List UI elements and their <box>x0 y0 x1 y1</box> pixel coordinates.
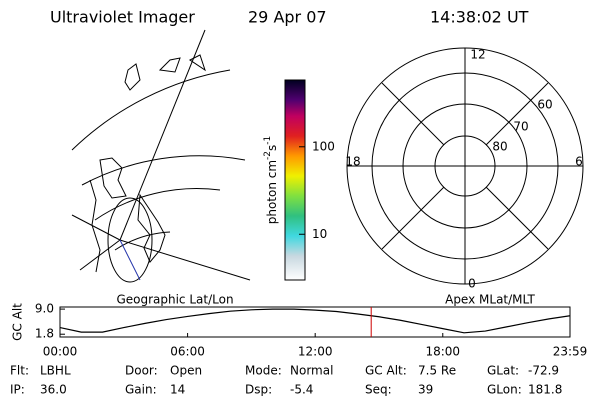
field-label: Dsp: <box>245 383 272 397</box>
colorbar-tick-label: 100 <box>312 139 335 153</box>
x-tick-label: 23:59 <box>553 345 588 359</box>
field-value: 14 <box>170 383 185 397</box>
time: 14:38:02 UT <box>430 8 529 27</box>
altitude-line <box>59 308 571 334</box>
lat-label: 60 <box>537 98 552 112</box>
unit: s <box>265 145 279 151</box>
colorbar <box>284 79 306 281</box>
x-tick-label: 12:00 <box>298 345 333 359</box>
colorbar-label: photon cm-2s-1 <box>263 136 279 225</box>
x-tick-label: 18:00 <box>425 345 460 359</box>
y-tick-label: 1.8 <box>35 327 54 341</box>
mlt-label: 0 <box>468 277 476 291</box>
lat-label: 70 <box>513 120 528 134</box>
field-label: GLat: <box>487 364 519 378</box>
unit-exp: -1 <box>263 136 273 145</box>
field-value: Open <box>170 364 202 378</box>
y-axis-title: GC Alt <box>11 303 25 341</box>
polar-grid <box>346 47 584 285</box>
mlt-label: 12 <box>470 48 485 62</box>
x-tick-label: 06:00 <box>170 345 205 359</box>
unit: photon cm <box>265 160 279 224</box>
geo-map <box>71 29 251 283</box>
mlt-label: 6 <box>575 155 583 169</box>
field-label: Gain: <box>125 383 157 397</box>
field-value: LBHL <box>40 364 71 378</box>
field-label: Door: <box>125 364 158 378</box>
polar-label: Apex MLat/MLT <box>445 293 535 307</box>
title: Ultraviolet Imager <box>50 8 195 27</box>
field-value: 7.5 Re <box>418 364 456 378</box>
colorbar-tick-label: 10 <box>312 227 327 241</box>
field-value: 36.0 <box>40 383 67 397</box>
y-tick-label: 9.0 <box>35 302 54 316</box>
field-value: 39 <box>418 383 433 397</box>
field-value: -72.9 <box>528 364 559 378</box>
field-value: Normal <box>290 364 333 378</box>
field-label: GC Alt: <box>365 364 407 378</box>
geo-label: Geographic Lat/Lon <box>116 293 233 307</box>
field-value: -5.4 <box>290 383 313 397</box>
field-label: Seq: <box>365 383 392 397</box>
field-label: Flt: <box>10 364 29 378</box>
field-label: GLon: <box>487 383 522 397</box>
field-label: IP: <box>10 383 25 397</box>
plot-frame <box>59 306 571 338</box>
field-label: Mode: <box>245 364 282 378</box>
lat-label: 80 <box>492 140 507 154</box>
x-tick-label: 00:00 <box>43 345 78 359</box>
date: 29 Apr 07 <box>248 8 327 27</box>
unit-exp: -2 <box>263 151 273 160</box>
field-value: 181.8 <box>528 383 562 397</box>
mlt-label: 18 <box>345 155 360 169</box>
